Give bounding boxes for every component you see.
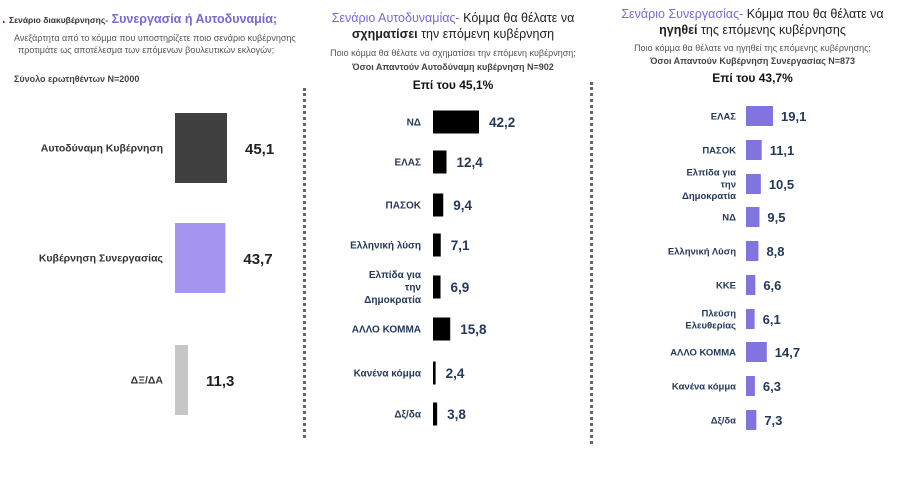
p3-value-2: 10,5 [769,177,794,192]
p2-value-0: 42,2 [489,115,515,130]
p3-value-7: 14,7 [775,345,800,360]
p2-category-2: ΠΑΣΟΚ [386,201,422,212]
p2-category-5: ΑΛΛΟ ΚΟΜΜΑ [352,325,421,336]
p3-value-0: 19,1 [781,109,806,124]
panel3-title-scenario: Σενάριο Συνεργασίας- [621,7,744,21]
panel3-base-note: Όσοι Απαντούν Κυβέρνηση Συνεργασίας Ν=87… [649,56,856,66]
p2-category-0: ΝΔ [407,118,421,129]
p2-bar-4 [433,275,441,299]
p3-value-3: 9,5 [767,210,785,225]
p3-category-3: ΝΔ [722,212,736,223]
p2-value-1: 12,4 [457,155,484,170]
panel1-question-2: προτιμάτε ως αποτέλεσμα των επόμενων βου… [18,45,275,55]
panel1-title-main: Συνεργασία ή Αυτοδυναμία; [111,12,278,26]
panel1-title-prefix: Σενάριο διακυβέρνησης- [8,15,109,25]
p3-category-6: Πλεύση Ελευθερίας [685,308,736,331]
p3-bar-8 [746,376,755,396]
p3-value-6: 6,1 [763,312,781,327]
panel2-title-text: Κόμμα θα θέλατε να [459,11,575,25]
p2-bar-2 [433,193,444,217]
separator-2 [590,82,593,444]
panel3-title-text: Κόμμα που θα θέλατε να [743,7,884,21]
p2-value-5: 15,8 [460,322,487,337]
p3-category-2: Ελπίδα για την Δημοκρατία [682,167,736,202]
p3-category-4: Ελληνική Λύση [668,246,736,257]
p2-bar-3 [433,233,441,257]
p3-value-1: 11,1 [770,143,795,158]
p1-category-0: Αυτοδύναμη Κυβέρνηση [41,143,163,155]
p3-category-9: Δξ/δα [711,415,736,426]
panel3-question: Ποιο κόμμα θα θέλατε να ηγηθεί της επόμε… [634,43,871,53]
panel3-base: Επί του 43,7% [712,71,793,85]
panel3-title-end: της επόμενης κυβέρνησης [697,23,846,37]
p1-bar-1 [175,223,226,293]
p2-value-2: 9,4 [453,198,472,213]
p2-bar-7 [433,402,438,426]
panel1-question-1: Ανεξάρτητα από το κόμμα που υποστηρίζετε… [14,33,296,43]
p2-value-6: 2,4 [446,366,465,381]
p3-bar-4 [746,241,759,261]
panel2-title-emph: σχηματίσει [351,27,418,41]
p3-bar-1 [746,140,762,160]
p2-category-1: ΕΛΑΣ [394,158,421,169]
p3-bar-5 [746,275,756,295]
p2-category-4: Ελπίδα για την Δημοκρατία [364,270,422,306]
p3-bar-6 [746,309,755,329]
p3-category-8: Κανένα κόμμα [672,381,736,392]
p2-bar-6 [433,361,436,385]
p3-bar-7 [746,342,767,362]
p3-category-0: ΕΛΑΣ [711,111,737,122]
panel2-title-scenario: Σενάριο Αυτοδυναμίας- [331,11,460,25]
p1-category-1: Κυβέρνηση Συνεργασίας [39,253,164,265]
p3-category-1: ΠΑΣΟΚ [702,145,736,156]
p2-category-6: Κανένα κόμμα [354,369,422,380]
p3-bar-2 [746,174,761,194]
p2-bar-1 [433,150,447,174]
p3-category-7: ΑΛΛΟ ΚΟΜΜΑ [670,347,736,358]
p3-category-5: ΚΚΕ [716,280,736,291]
p2-category-3: Ελληνική λύση [350,241,421,252]
p3-value-4: 8,8 [766,244,784,259]
panel3-title-emph: ηγηθεί [659,23,698,37]
panel1-base: Σύνολο ερωτηθέντων Ν=2000 [14,74,140,84]
p2-value-7: 3,8 [447,407,466,422]
panel1-number: . [2,12,6,26]
panel2-title: Σενάριο Αυτοδυναμίας- Κόμμα θα θέλατε να… [312,10,594,42]
panel3-title: Σενάριο Συνεργασίας- Κόμμα που θα θέλατε… [610,6,895,38]
panel2-base: Επί του 45,1% [412,78,494,92]
panel2-title-end: την επόμενη κυβέρνηση [417,27,555,41]
p3-bar-3 [746,207,760,227]
p2-bar-0 [433,110,479,134]
p3-value-8: 6,3 [763,379,781,394]
panel2-question: Ποιο κόμμα θα θέλατε να σχηματίσει την ε… [330,48,576,58]
separator-1 [303,88,306,438]
p1-value-0: 45,1 [245,141,274,158]
p1-bar-2 [175,345,189,415]
p3-value-5: 6,6 [763,278,781,293]
p3-bar-0 [746,106,773,126]
p1-category-2: ΔΞ/ΔΑ [131,375,164,387]
p2-value-4: 6,9 [451,280,470,295]
p2-bar-5 [433,317,451,341]
p1-value-2: 11,3 [206,373,234,390]
p1-value-1: 43,7 [243,251,272,268]
p3-value-9: 7,3 [764,413,782,428]
panel2-base-note: Όσοι Απαντούν Αυτοδύναμη κυβέρνηση Ν=902 [352,62,554,72]
p2-value-3: 7,1 [451,238,470,253]
panel1-title: . Σενάριο διακυβέρνησης- Συνεργασία ή Αυ… [2,12,277,26]
p2-category-7: Δξ/δα [394,410,421,421]
p3-bar-9 [746,410,757,430]
p1-bar-0 [175,113,227,183]
